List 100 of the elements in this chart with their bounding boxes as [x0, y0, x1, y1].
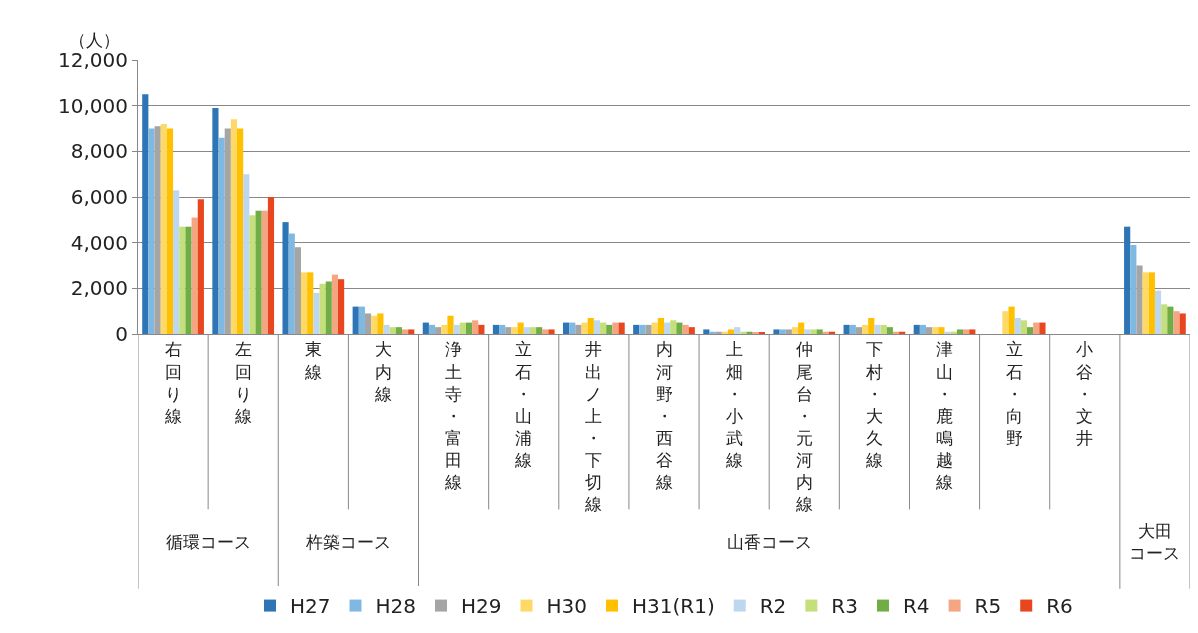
bar — [1008, 306, 1015, 334]
x-tick-label: 井出ノ上・下切線 — [584, 339, 603, 515]
x-tick-label: 右回り線 — [163, 339, 182, 426]
bar — [435, 327, 442, 334]
bar — [166, 128, 174, 334]
legend-label: H29 — [461, 594, 502, 619]
bar — [791, 327, 799, 334]
bar — [352, 306, 359, 334]
text: 杵築コース — [305, 532, 391, 552]
x-tick-label: 浄土寺・富田線 — [444, 339, 463, 492]
bar — [542, 329, 549, 334]
bar — [633, 324, 640, 334]
bar — [1130, 244, 1137, 334]
bar — [727, 329, 735, 334]
bar — [1142, 272, 1149, 334]
bar — [703, 329, 710, 334]
bar — [855, 327, 863, 334]
bar — [255, 210, 262, 334]
bar — [651, 322, 658, 334]
bar — [969, 329, 976, 334]
bar — [874, 324, 881, 334]
bar — [383, 324, 390, 334]
y-tick-label: 12,000 — [58, 48, 128, 72]
bar — [459, 322, 466, 334]
bar — [1002, 311, 1009, 334]
bar — [1161, 304, 1168, 334]
bar — [377, 313, 384, 334]
bar — [785, 329, 792, 334]
bar — [1039, 322, 1046, 334]
bar — [523, 327, 530, 334]
bar — [1136, 265, 1143, 334]
bar — [810, 329, 817, 334]
bar — [472, 320, 479, 334]
bar — [313, 292, 320, 334]
bar — [1148, 272, 1155, 334]
bar — [173, 190, 180, 334]
bar — [913, 324, 920, 334]
bar — [1173, 311, 1180, 334]
bar — [868, 318, 875, 334]
bar — [880, 324, 887, 334]
bar — [422, 322, 429, 334]
bar — [364, 313, 372, 334]
y-axis-title: （人） — [69, 30, 120, 50]
bar — [441, 324, 448, 334]
bar — [1179, 313, 1186, 334]
x-tick-label: 下村・大久線 — [864, 339, 883, 470]
bar — [465, 322, 473, 334]
bar — [639, 324, 646, 334]
bar — [243, 174, 250, 334]
bar — [575, 324, 582, 334]
text: 循環コース — [166, 532, 251, 552]
bar — [1124, 226, 1131, 334]
bar — [499, 324, 506, 334]
bar — [428, 324, 436, 334]
bar — [389, 327, 396, 334]
bar — [670, 320, 677, 334]
text: 山香コース — [727, 532, 812, 552]
bar — [618, 322, 625, 334]
x-tick-label: 仲尾台・元河内線 — [794, 339, 813, 515]
bar — [563, 322, 570, 334]
bar — [179, 226, 186, 334]
bar — [288, 233, 295, 334]
bar — [688, 327, 695, 334]
bar — [956, 329, 964, 334]
bar — [862, 324, 869, 334]
bar — [581, 322, 588, 334]
bar — [773, 329, 780, 334]
bar — [664, 322, 671, 334]
bar — [843, 324, 850, 334]
bar — [676, 322, 683, 334]
bar — [804, 329, 811, 334]
bar — [453, 324, 460, 334]
bar — [1014, 318, 1021, 334]
legend-label: H31(R1) — [632, 594, 715, 619]
x-tick-label: 内河野・西谷線 — [654, 339, 673, 492]
bar — [371, 315, 378, 334]
bar — [197, 199, 204, 334]
bar — [926, 327, 933, 334]
bar — [1154, 290, 1162, 334]
legend-label: R3 — [831, 594, 858, 619]
bar — [932, 327, 939, 334]
legend-label: H28 — [375, 594, 416, 619]
legend-label: R6 — [1046, 594, 1073, 619]
bar — [230, 119, 238, 334]
y-tick-label: 2,000 — [70, 276, 128, 301]
bar — [517, 322, 524, 334]
bar — [267, 197, 275, 334]
bar — [191, 217, 198, 334]
bar — [249, 215, 256, 334]
x-tick-label: 東線 — [303, 339, 322, 382]
bar — [218, 137, 225, 334]
bar — [746, 331, 753, 334]
bar — [307, 272, 314, 334]
y-tick-label: 8,000 — [70, 139, 128, 164]
x-tick-label: 左回り線 — [233, 339, 252, 426]
bar — [511, 327, 518, 334]
bar — [237, 128, 244, 334]
bar — [657, 318, 664, 334]
x-tick-label: 小谷・文井 — [1076, 339, 1094, 448]
y-tick-label: 0 — [115, 322, 128, 346]
